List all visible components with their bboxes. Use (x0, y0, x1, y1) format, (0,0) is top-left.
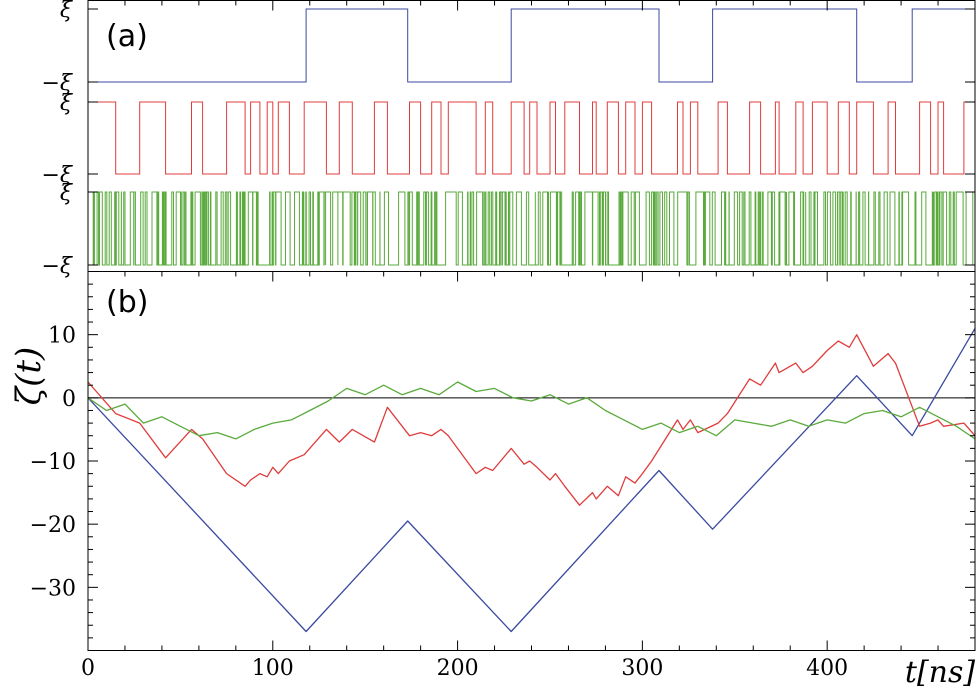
x-axis-title-text: t[ns] (905, 655, 975, 689)
panel-b-series-3-line (87, 381, 976, 440)
x-tick-label: 300 (621, 656, 663, 681)
panel-b-label: (b) (106, 285, 148, 320)
panel-b-series-1-line (87, 328, 976, 633)
panel-a-series-1-trace (88, 8, 975, 83)
panel-a-ticks: ξ−ξξ−ξξ−ξ (41, 0, 976, 279)
y-tick-label: −30 (30, 576, 76, 601)
panel-b-series-group (87, 328, 976, 633)
panel-a-y-tick-label: −ξ (41, 163, 73, 188)
panel-a-y-tick-label: −ξ (41, 254, 73, 279)
y-tick-label: −10 (30, 450, 76, 475)
panel-a-label: (a) (106, 19, 148, 54)
x-tick-label: 100 (252, 656, 294, 681)
y-tick-label: 0 (62, 387, 76, 412)
y-axis-title: ζ(t) (9, 347, 49, 406)
y-tick-label: 10 (48, 324, 76, 349)
panel-b-frame (87, 271, 976, 651)
panel-b-series-2-line (87, 334, 976, 506)
x-tick-label: 200 (437, 656, 479, 681)
panel-a-y-tick-label: ξ (60, 0, 74, 23)
panel-a-series-3-trace (87, 191, 975, 266)
x-tick-label: 0 (81, 656, 95, 681)
x-axis-title-backdrop (905, 651, 977, 689)
panel-a-series-2-trace (88, 101, 975, 175)
x-axis-title: t[ns] (905, 651, 977, 689)
panel-a-series-group (87, 8, 975, 266)
y-tick-label: −20 (30, 513, 76, 538)
panel-a-y-tick-label: ξ (60, 181, 74, 206)
panel-a: ξ−ξξ−ξξ−ξ (a) (41, 0, 976, 279)
panel-a-y-tick-label: ξ (60, 91, 74, 116)
x-tick-label: 400 (806, 656, 848, 681)
panel-a-y-tick-label: −ξ (41, 71, 73, 96)
